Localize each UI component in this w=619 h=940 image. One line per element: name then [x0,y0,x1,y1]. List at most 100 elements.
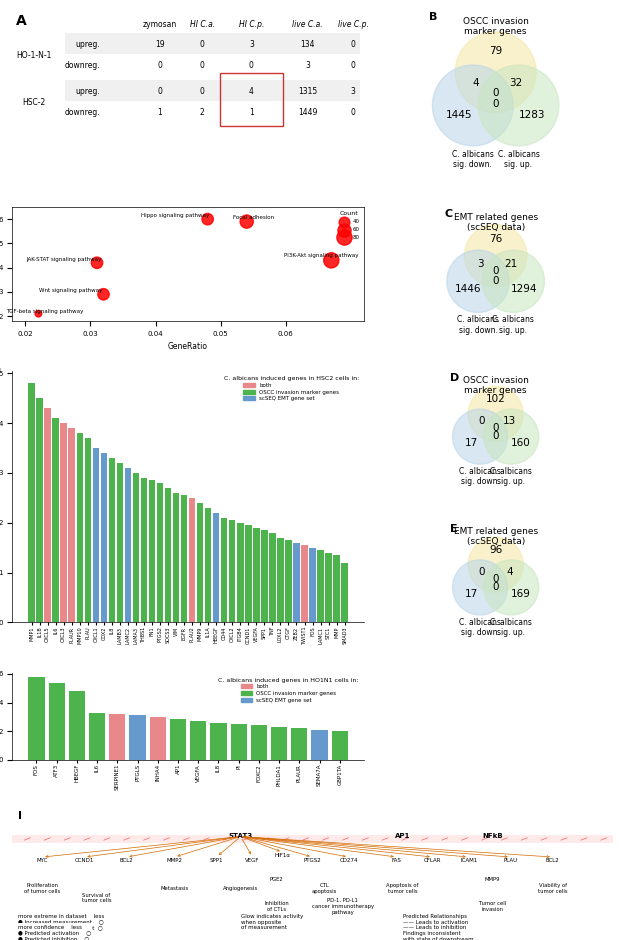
Text: STAT3: STAT3 [228,833,253,838]
Text: C. albicans
sig. up.: C. albicans sig. up. [490,618,532,637]
FancyBboxPatch shape [65,80,360,102]
Text: FAS: FAS [392,858,402,863]
Text: Tumor cell
invasion: Tumor cell invasion [479,901,506,912]
Bar [334,556,340,622]
Text: HI C.p.: HI C.p. [239,20,264,29]
Bar [190,721,206,760]
Text: 0: 0 [492,423,499,433]
Circle shape [433,65,513,146]
Circle shape [447,250,509,312]
Text: HI C.a.: HI C.a. [189,20,215,29]
Bar [311,729,327,760]
Text: Predicted Relationships
—— Leads to activation
—— Leads to inhibition
Findings i: Predicted Relationships —— Leads to acti… [403,914,474,940]
Text: 0: 0 [249,61,254,70]
Text: 4: 4 [472,78,479,87]
Bar [293,542,300,622]
Bar [253,527,259,622]
Bar [197,503,204,622]
Text: 17: 17 [464,438,478,448]
Bar [245,525,251,622]
Bar [332,731,348,760]
Text: 0: 0 [351,61,356,70]
Text: C. albicans
sig. up.: C. albicans sig. up. [490,467,532,486]
Text: OSCC invasion
marker genes: OSCC invasion marker genes [463,376,529,396]
Text: HSC-2: HSC-2 [22,98,45,107]
Point [242,214,252,229]
Text: TGF-beta signaling pathway: TGF-beta signaling pathway [6,308,84,314]
Text: 4: 4 [506,567,513,577]
Bar [28,384,35,622]
Text: 1315: 1315 [298,87,318,97]
Text: 0: 0 [158,61,162,70]
Text: 79: 79 [489,46,502,55]
Bar [342,563,348,622]
Text: PI3K-Akt signaling pathway: PI3K-Akt signaling pathway [284,253,359,258]
Text: CD274: CD274 [339,858,358,863]
Text: Inhibition
of CTLs: Inhibition of CTLs [264,901,289,912]
Legend: both, OSCC invasion marker genes, scSEQ EMT gene set: both, OSCC invasion marker genes, scSEQ … [222,374,361,403]
Text: 96: 96 [489,545,502,556]
Text: C. albicans
sig. down.: C. albicans sig. down. [452,149,494,169]
Text: 19: 19 [155,40,165,49]
Bar [285,540,292,622]
Text: zymosan: zymosan [143,20,177,29]
Text: downreg.: downreg. [64,108,100,118]
Bar [77,433,83,622]
Bar [326,553,332,622]
X-axis label: GeneRatio: GeneRatio [168,342,208,352]
Text: HIF1α: HIF1α [275,854,290,858]
Text: 2: 2 [200,108,204,118]
Bar [89,713,105,760]
Bar [48,682,65,760]
Text: SPP1: SPP1 [210,858,223,863]
FancyBboxPatch shape [65,33,360,55]
Bar [116,462,123,622]
Text: 102: 102 [486,395,506,404]
Bar [101,453,107,622]
Text: Proliferation
of tumor cells: Proliferation of tumor cells [24,883,61,894]
Text: 0: 0 [478,416,485,426]
Bar [124,468,131,622]
Text: HO-1-N-1: HO-1-N-1 [15,51,51,59]
Text: VEGF: VEGF [245,858,260,863]
Text: 17: 17 [464,588,478,599]
Bar [251,726,267,760]
FancyBboxPatch shape [65,54,360,76]
Text: 169: 169 [510,588,530,599]
Text: Glow indicates activity
when opposite
of measurement: Glow indicates activity when opposite of… [241,914,303,931]
Text: AP1: AP1 [395,833,410,838]
Text: more extreme in dataset    less
● Increased measurement    ○
● Decreased measure: more extreme in dataset less ● Increased… [19,914,105,931]
Bar [129,715,145,760]
Bar [181,495,188,622]
Text: 13: 13 [503,416,516,426]
Bar [318,550,324,622]
Text: CTL
apoptosis: CTL apoptosis [312,883,337,894]
Text: NFkB: NFkB [482,833,503,838]
Text: 0: 0 [492,266,499,276]
Text: Apoptosis of
tumor cells: Apoptosis of tumor cells [386,883,419,894]
Point [326,253,336,268]
Text: PTGS2: PTGS2 [304,858,321,863]
Text: 1445: 1445 [446,110,473,120]
Text: 134: 134 [300,40,315,49]
Bar [237,523,243,622]
Text: EMT related genes
(scSEQ data): EMT related genes (scSEQ data) [454,212,538,232]
Text: Focal adhesion: Focal adhesion [233,215,274,220]
Bar [141,478,147,622]
Text: BCL2: BCL2 [119,858,133,863]
Circle shape [483,409,539,464]
Bar [221,518,227,622]
Bar [53,418,59,622]
Text: C: C [444,209,452,219]
Text: CCND1: CCND1 [75,858,94,863]
Bar [205,508,212,622]
Bar [210,723,227,760]
Circle shape [483,560,539,615]
Point [98,287,108,302]
Text: 0: 0 [492,573,499,584]
Text: Viability of
tumor cells: Viability of tumor cells [538,883,568,894]
Bar [165,488,171,622]
Text: 0: 0 [351,40,356,49]
Text: 1: 1 [249,108,254,118]
Text: MMP9: MMP9 [485,877,501,883]
